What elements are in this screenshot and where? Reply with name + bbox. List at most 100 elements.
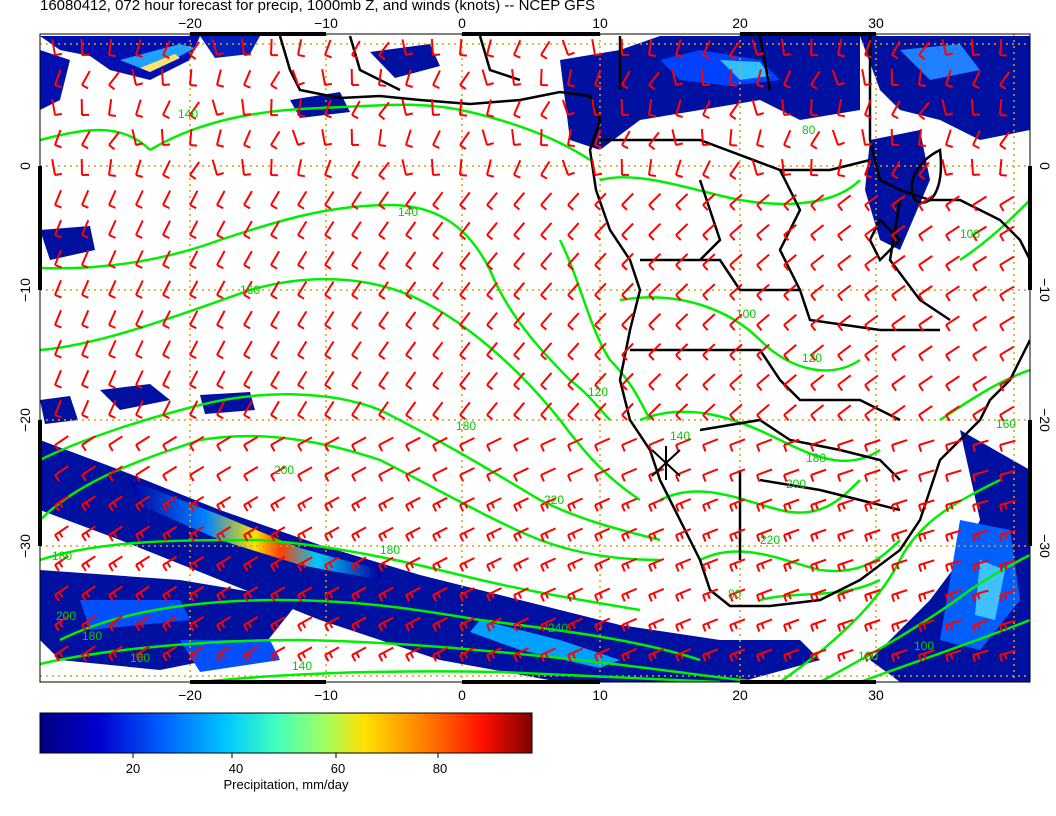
wind-barb bbox=[783, 528, 800, 542]
wind-barb bbox=[51, 39, 63, 56]
contour-label: 100 bbox=[914, 639, 934, 653]
wind-barb bbox=[972, 439, 989, 452]
wind-barb bbox=[540, 497, 557, 512]
wind-barb bbox=[54, 435, 69, 452]
wind-barb bbox=[378, 556, 394, 572]
wind-barb bbox=[810, 404, 825, 422]
wind-barb bbox=[54, 339, 62, 359]
wind-barb bbox=[54, 189, 62, 209]
wind-barb bbox=[350, 68, 360, 86]
wind-barb bbox=[783, 588, 800, 602]
wind-barb bbox=[216, 310, 226, 330]
wind-barb bbox=[945, 529, 962, 542]
wind-barb bbox=[432, 281, 444, 300]
contour-label: 200 bbox=[786, 477, 806, 491]
colorbar-title: Precipitation, mm/day bbox=[224, 777, 349, 792]
wind-barb bbox=[675, 39, 683, 58]
wind-barb bbox=[459, 587, 475, 602]
wind-barb bbox=[270, 130, 281, 150]
wind-barb bbox=[297, 340, 308, 360]
wind-barb bbox=[751, 39, 764, 56]
wind-barb bbox=[405, 436, 421, 452]
wind-barb bbox=[756, 373, 770, 391]
wind-barb bbox=[702, 100, 711, 119]
wind-barb bbox=[702, 253, 716, 271]
wind-barb bbox=[378, 616, 394, 632]
wind-barb bbox=[837, 99, 846, 118]
wind-barb bbox=[864, 314, 879, 332]
wind-barb bbox=[189, 400, 199, 420]
wind-barb bbox=[837, 374, 852, 392]
wind-barb bbox=[972, 559, 989, 572]
wind-barb bbox=[945, 405, 960, 422]
wind-barb bbox=[751, 159, 764, 176]
wind-barb bbox=[297, 526, 313, 542]
wind-barb bbox=[567, 467, 584, 482]
wind-barb bbox=[756, 618, 773, 632]
wind-barb bbox=[486, 281, 498, 301]
wind-barb bbox=[972, 195, 988, 212]
map-title: 16080412, 072 hour forecast for precip, … bbox=[40, 0, 595, 14]
wind-barb bbox=[621, 402, 634, 421]
wind-barb bbox=[513, 252, 526, 271]
wind-barb bbox=[941, 159, 954, 176]
wind-barb bbox=[81, 130, 91, 150]
wind-barb bbox=[594, 617, 611, 632]
colorbar: 20 40 60 80 Precipitation, mm/day bbox=[39, 712, 533, 792]
wind-barb bbox=[594, 557, 611, 572]
wind-barb bbox=[80, 98, 90, 116]
lon-tick-label: 0 bbox=[458, 687, 466, 703]
wind-barb bbox=[189, 585, 205, 602]
wind-barb bbox=[108, 309, 117, 329]
wind-barb bbox=[918, 499, 935, 512]
wind-barb bbox=[189, 340, 199, 360]
wind-barb bbox=[783, 648, 800, 662]
wind-barb bbox=[432, 401, 444, 420]
wind-barb bbox=[648, 402, 662, 421]
wind-barb bbox=[486, 527, 502, 542]
wind-barb bbox=[972, 619, 989, 632]
contour-label: 160 bbox=[130, 651, 150, 665]
wind-barb bbox=[594, 342, 607, 361]
wind-barb bbox=[432, 586, 448, 602]
wind-barb bbox=[459, 437, 475, 452]
wind-barb bbox=[513, 437, 529, 452]
wind-barb bbox=[567, 617, 584, 632]
wind-barb bbox=[831, 129, 845, 146]
wind-barb bbox=[729, 373, 743, 391]
wind-barb bbox=[567, 222, 580, 241]
wind-barb bbox=[918, 529, 935, 542]
wind-barb bbox=[108, 71, 120, 91]
lon-ticks-top: −20 −10 0 10 20 30 bbox=[178, 15, 884, 31]
wind-barb bbox=[972, 469, 989, 482]
wind-barb bbox=[891, 559, 908, 572]
contour-label: 140 bbox=[178, 107, 198, 121]
wind-barb bbox=[432, 221, 444, 240]
wind-barb bbox=[405, 556, 421, 572]
wind-barb bbox=[781, 158, 792, 176]
wind-barb bbox=[351, 401, 362, 420]
wind-barb bbox=[891, 619, 908, 632]
wind-barb bbox=[108, 615, 123, 632]
wind-barb bbox=[459, 251, 471, 271]
lat-tick-label: −30 bbox=[17, 534, 33, 558]
wind-barb bbox=[729, 253, 743, 271]
wind-barb bbox=[432, 436, 448, 452]
wind-barb bbox=[81, 525, 96, 542]
wind-barb bbox=[54, 129, 62, 149]
wind-barb bbox=[756, 588, 773, 602]
wind-barb bbox=[864, 469, 881, 482]
wind-barb bbox=[891, 589, 908, 602]
lon-tick-label: −10 bbox=[314, 687, 338, 703]
wind-barb bbox=[702, 193, 716, 211]
wind-barb bbox=[810, 618, 827, 632]
wind-barb bbox=[891, 40, 901, 60]
wind-barb bbox=[648, 71, 660, 91]
wind-barb bbox=[648, 159, 657, 177]
wind-barb bbox=[513, 192, 526, 211]
wind-barb bbox=[594, 527, 611, 542]
wind-barb bbox=[540, 252, 553, 271]
wind-barb bbox=[702, 618, 719, 632]
wind-barb bbox=[783, 344, 797, 362]
wind-barb bbox=[189, 370, 199, 390]
